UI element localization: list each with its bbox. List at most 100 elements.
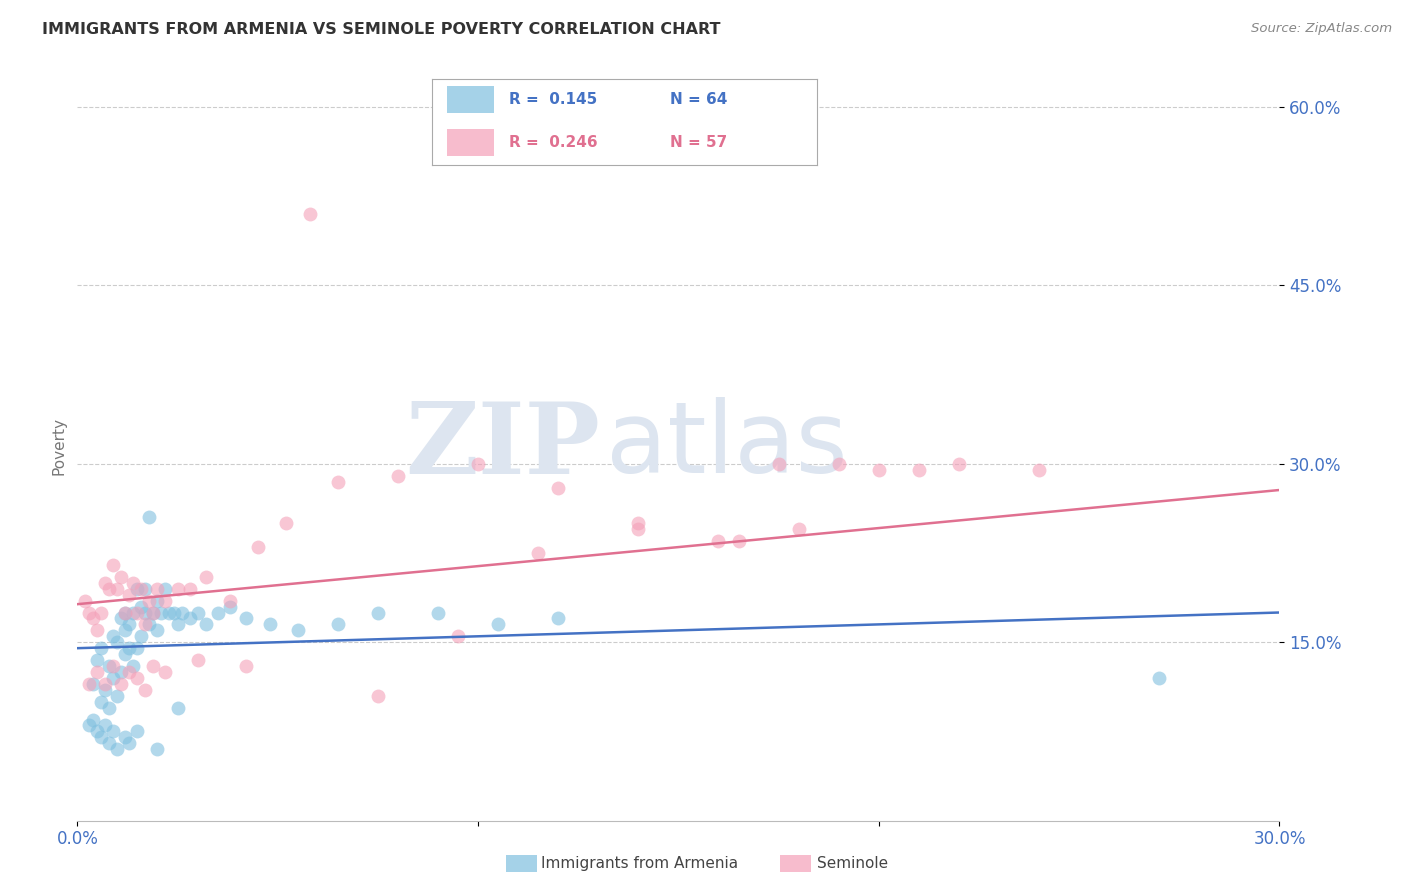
Point xyxy=(134,582,156,596)
Point xyxy=(94,677,117,691)
Point xyxy=(114,731,136,745)
Point xyxy=(908,463,931,477)
Point xyxy=(218,593,240,607)
Point xyxy=(150,606,173,620)
Point xyxy=(727,534,749,549)
Point xyxy=(768,457,790,471)
Point xyxy=(194,617,217,632)
Point xyxy=(90,641,112,656)
Point xyxy=(179,611,201,625)
Point xyxy=(90,606,112,620)
Point xyxy=(218,599,240,614)
Point xyxy=(170,606,193,620)
Point xyxy=(627,516,650,531)
Point xyxy=(103,724,125,739)
Text: Source: ZipAtlas.com: Source: ZipAtlas.com xyxy=(1251,22,1392,36)
Point xyxy=(103,558,125,572)
Point xyxy=(287,624,309,638)
Point xyxy=(298,207,321,221)
Y-axis label: Poverty: Poverty xyxy=(51,417,66,475)
Point xyxy=(166,700,188,714)
Point xyxy=(79,718,101,732)
Point xyxy=(146,582,169,596)
Point xyxy=(118,641,141,656)
Point xyxy=(75,593,97,607)
Point xyxy=(146,624,169,638)
Point xyxy=(127,582,149,596)
Point xyxy=(166,617,188,632)
Point xyxy=(107,689,129,703)
Point xyxy=(131,629,153,643)
Point xyxy=(107,582,129,596)
Point xyxy=(259,617,281,632)
Point xyxy=(547,481,569,495)
Text: Seminole: Seminole xyxy=(817,856,889,871)
Point xyxy=(110,611,132,625)
Point xyxy=(134,682,156,697)
Point xyxy=(194,570,217,584)
Point xyxy=(90,731,112,745)
Point xyxy=(486,617,509,632)
Point xyxy=(166,582,188,596)
Point xyxy=(131,599,153,614)
Point xyxy=(235,659,257,673)
Point xyxy=(122,606,145,620)
Point xyxy=(110,570,132,584)
Point xyxy=(127,671,149,685)
Text: ZIP: ZIP xyxy=(405,398,600,494)
Point xyxy=(138,617,160,632)
Point xyxy=(155,582,177,596)
Point xyxy=(326,617,349,632)
Point xyxy=(79,606,101,620)
Point xyxy=(159,606,181,620)
Point xyxy=(110,665,132,679)
Point xyxy=(127,641,149,656)
Point xyxy=(82,677,104,691)
Point xyxy=(527,546,550,560)
Point xyxy=(1028,463,1050,477)
Point xyxy=(127,606,149,620)
Point xyxy=(155,665,177,679)
Point xyxy=(98,736,121,750)
Point xyxy=(467,457,489,471)
Point xyxy=(134,606,156,620)
Point xyxy=(179,582,201,596)
Point xyxy=(138,510,160,524)
Point xyxy=(98,582,121,596)
Point xyxy=(94,718,117,732)
Point xyxy=(142,606,165,620)
Point xyxy=(138,593,160,607)
Point xyxy=(86,624,108,638)
Point xyxy=(131,582,153,596)
Point xyxy=(367,606,389,620)
Point xyxy=(86,665,108,679)
Point xyxy=(122,575,145,590)
Point xyxy=(186,606,209,620)
Point xyxy=(118,736,141,750)
Point xyxy=(98,659,121,673)
Point xyxy=(1149,671,1171,685)
Point xyxy=(127,724,149,739)
Point xyxy=(162,606,184,620)
Point xyxy=(103,629,125,643)
Point xyxy=(114,606,136,620)
Point xyxy=(134,617,156,632)
Point xyxy=(787,522,810,536)
Point xyxy=(235,611,257,625)
Text: Immigrants from Armenia: Immigrants from Armenia xyxy=(541,856,738,871)
Point xyxy=(427,606,450,620)
Point xyxy=(447,629,470,643)
Point xyxy=(79,677,101,691)
Point xyxy=(868,463,890,477)
Point xyxy=(186,653,209,667)
Point xyxy=(86,724,108,739)
Text: IMMIGRANTS FROM ARMENIA VS SEMINOLE POVERTY CORRELATION CHART: IMMIGRANTS FROM ARMENIA VS SEMINOLE POVE… xyxy=(42,22,721,37)
Text: atlas: atlas xyxy=(606,398,848,494)
Point xyxy=(114,647,136,661)
Point xyxy=(103,671,125,685)
Point xyxy=(94,682,117,697)
Point xyxy=(90,695,112,709)
Point xyxy=(246,540,269,554)
Point xyxy=(86,653,108,667)
Point xyxy=(948,457,970,471)
